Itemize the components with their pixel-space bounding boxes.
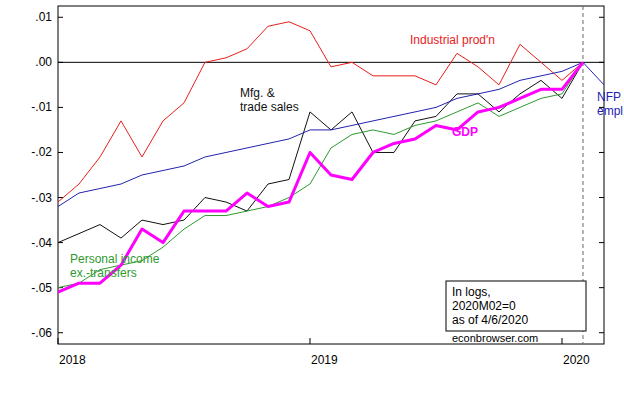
series-label: Industrial prod'n: [410, 33, 495, 47]
y-tick: [599, 242, 604, 243]
series-label: Personal incomeex.-transfers: [70, 252, 160, 280]
y-tick-label: -.04: [31, 236, 52, 250]
y-tick: [599, 332, 604, 333]
series-label: GDP: [452, 125, 478, 139]
series-label: NFPempl.: [597, 90, 624, 118]
annotation: In logs,: [452, 285, 491, 299]
y-tick-label: -.02: [31, 145, 52, 159]
x-tick-label: 2020: [563, 353, 590, 367]
reference-line: [58, 62, 604, 63]
y-tick-label: -.01: [31, 100, 52, 114]
y-tick-label: .01: [35, 10, 52, 24]
y-tick-label: .00: [35, 55, 52, 69]
y-tick-label: -.05: [31, 281, 52, 295]
y-tick: [599, 287, 604, 288]
y-tick: [58, 107, 63, 108]
series-label: Mfg. &trade sales: [240, 86, 299, 114]
series-line: [58, 62, 604, 206]
y-tick: [599, 152, 604, 153]
annotation-box: [446, 281, 586, 331]
x-tick: [58, 338, 59, 344]
x-tick: [561, 338, 562, 344]
series-line: [58, 62, 583, 292]
series-line: [58, 62, 583, 242]
x-tick: [309, 338, 310, 344]
y-tick: [58, 152, 63, 153]
plot-area: [58, 6, 604, 344]
x-tick-label: 2018: [59, 353, 86, 367]
y-tick: [599, 197, 604, 198]
y-tick: [599, 17, 604, 18]
series-line: [58, 22, 583, 202]
annotation: 2020M02=0: [452, 299, 516, 313]
background: [0, 0, 624, 398]
annotation: as of 4/6/2020: [452, 313, 528, 327]
source: econbrowser.com: [452, 332, 538, 344]
series-line: [58, 62, 583, 287]
y-tick: [58, 332, 63, 333]
plot-frame: [58, 6, 604, 344]
y-tick-label: -.06: [31, 326, 52, 340]
chart: .01 .00 -.01 -.02 -.03 -.04 -.05 -.06 2018 2019 20…: [0, 0, 624, 398]
y-tick: [58, 17, 63, 18]
y-tick-label: -.03: [31, 191, 52, 205]
x-tick-label: 2019: [311, 353, 338, 367]
